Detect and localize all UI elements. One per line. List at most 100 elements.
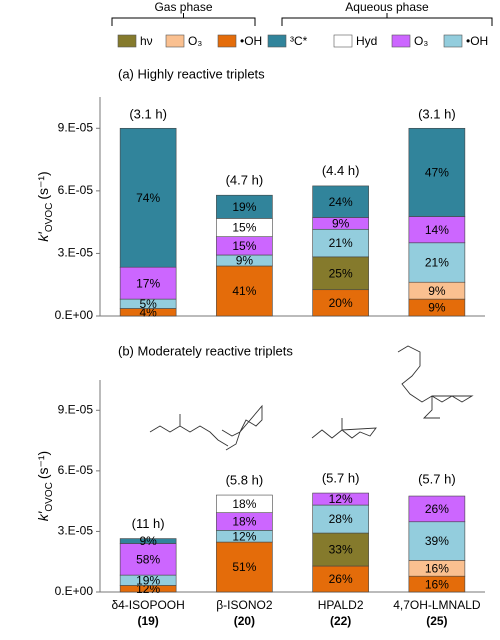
legend-label: ³C* (290, 34, 308, 48)
bar-segment (119, 266, 177, 300)
bar-segment (119, 538, 177, 544)
segment-label: 41% (232, 284, 256, 298)
segment-label: 20% (329, 296, 353, 310)
segment-label: 16% (425, 577, 449, 591)
legend-swatch (165, 34, 185, 48)
segment-label: 9% (236, 254, 254, 268)
segment-label: 26% (425, 502, 449, 516)
compound-number: (22) (330, 614, 351, 628)
duration-label: (5.7 h) (322, 470, 360, 485)
legend-label: Hyd (356, 34, 377, 48)
segment-label: 21% (329, 236, 353, 250)
segment-label: 12% (232, 529, 256, 543)
y-tick-label: 9.E-05 (58, 120, 94, 134)
bar-segment (119, 543, 177, 576)
segment-label: 24% (329, 195, 353, 209)
y-tick-label: 0.E+00 (55, 308, 94, 322)
duration-label: (5.7 h) (418, 472, 456, 487)
panel-title: (a) Highly reactive triplets (118, 66, 265, 81)
segment-label: 5% (139, 297, 157, 311)
legend-swatch (217, 34, 237, 48)
bar-segment (408, 127, 466, 217)
legend-swatch (391, 34, 411, 48)
bar-segment (119, 127, 177, 268)
bar-segment (408, 216, 466, 244)
segment-label: 12% (329, 492, 353, 506)
bar-segment (312, 504, 369, 534)
y-tick-label: 6.E-05 (58, 183, 94, 197)
x-tick-label: 4,7OH-LMNALD (393, 598, 481, 612)
duration-label: (11 h) (132, 516, 165, 531)
legend-label: hν (140, 34, 153, 48)
structure-22 (311, 418, 377, 439)
segment-label: 18% (232, 515, 256, 529)
structures (149, 345, 474, 451)
duration-label: (4.7 h) (226, 172, 264, 187)
structure-19 (149, 425, 229, 447)
segment-label: 19% (136, 573, 160, 587)
bar-segment (216, 494, 273, 513)
legend-bracket (281, 13, 493, 26)
x-tick-label: β-ISONO2 (216, 598, 273, 612)
legend-swatch (443, 34, 463, 48)
duration-label: (4.4 h) (322, 163, 360, 178)
y-tick-label: 9.E-05 (58, 402, 94, 416)
segment-label: 15% (232, 239, 256, 253)
legend-swatch (117, 34, 137, 48)
y-label-symbol: k′ (35, 510, 51, 521)
bar-segment (216, 541, 273, 593)
y-label-unit: (s⁻¹) (35, 171, 51, 199)
bar-segment (312, 228, 369, 258)
segment-label: 58% (136, 552, 160, 566)
duration-label: (5.8 h) (226, 473, 264, 488)
y-axis-label: k′OVOC (s⁻¹) (35, 451, 55, 521)
y-tick-label: 6.E-05 (58, 463, 94, 477)
segment-label: 28% (329, 512, 353, 526)
segment-label: 9% (428, 284, 446, 298)
bar-segment (408, 495, 466, 523)
segment-label: 74% (136, 191, 160, 205)
bar-segment (216, 265, 273, 317)
segment-label: 18% (232, 497, 256, 511)
segment-label: 51% (232, 560, 256, 574)
legend-bracket (111, 13, 256, 26)
bar-segment (312, 289, 369, 317)
bar-segment (216, 194, 273, 219)
legend-label: O₃ (188, 34, 202, 48)
y-tick-label: 0.E+00 (55, 584, 94, 598)
x-tick-label: HPALD2 (318, 598, 364, 612)
segment-label: 39% (425, 534, 449, 548)
legend-label: •OH (466, 34, 488, 48)
y-label-symbol: k′ (35, 231, 51, 242)
segment-label: 16% (425, 561, 449, 575)
bar-segment (408, 521, 466, 561)
segment-label: 4% (139, 305, 157, 319)
segment-label: 17% (136, 276, 160, 290)
bar-segment (312, 532, 369, 567)
segment-label: 47% (425, 166, 449, 180)
compound-number: (20) (234, 614, 255, 628)
y-axis-label: k′OVOC (s⁻¹) (35, 171, 55, 241)
segment-label: 33% (329, 543, 353, 557)
legend-group-title: Aqueous phase (345, 0, 429, 14)
legend-group-title: Gas phase (154, 0, 212, 14)
segment-label: 9% (428, 301, 446, 315)
legend-swatch (267, 34, 287, 48)
structure-20 (221, 404, 263, 451)
y-label-subscript: OVOC (44, 482, 55, 511)
y-tick-label: 3.E-05 (58, 246, 94, 260)
segment-label: 15% (232, 221, 256, 235)
compound-number: (19) (137, 614, 158, 628)
y-label-unit: (s⁻¹) (35, 451, 51, 479)
segment-label: 9% (332, 217, 350, 231)
segment-label: 9% (139, 534, 157, 548)
bar-segment (312, 492, 369, 506)
y-tick-label: 3.E-05 (58, 524, 94, 538)
legend-swatch (333, 34, 353, 48)
x-tick-label: δ4-ISOPOOH (111, 598, 184, 612)
bar-segment (408, 242, 466, 283)
segment-label: 14% (425, 223, 449, 237)
compound-number: (25) (426, 614, 447, 628)
segment-label: 26% (329, 572, 353, 586)
